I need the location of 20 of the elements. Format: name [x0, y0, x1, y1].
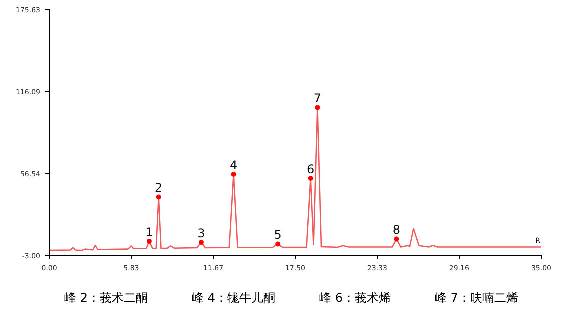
point: [156, 194, 162, 200]
point: [315, 105, 320, 110]
point: [198, 240, 204, 246]
annotation: 1: [146, 225, 154, 240]
text: 峰 4：牻牛儿酮: [192, 291, 276, 305]
annotation: 4: [230, 158, 238, 173]
text: 峰 6：莪术烯: [320, 291, 391, 305]
annotation: 5: [274, 228, 282, 242]
point: [276, 242, 281, 247]
annotation: 8: [392, 223, 401, 238]
point: [308, 176, 314, 182]
annotation: 3: [198, 226, 206, 241]
text: 峰 2：莪术二酮: [64, 291, 148, 305]
point: [231, 172, 236, 178]
annotation: 7: [314, 92, 322, 106]
point: [394, 236, 400, 242]
point: [146, 238, 152, 244]
annotation: 2: [155, 181, 163, 196]
annotation: 6: [307, 162, 315, 177]
text: 峰 7：呋喃二烯: [434, 291, 518, 305]
